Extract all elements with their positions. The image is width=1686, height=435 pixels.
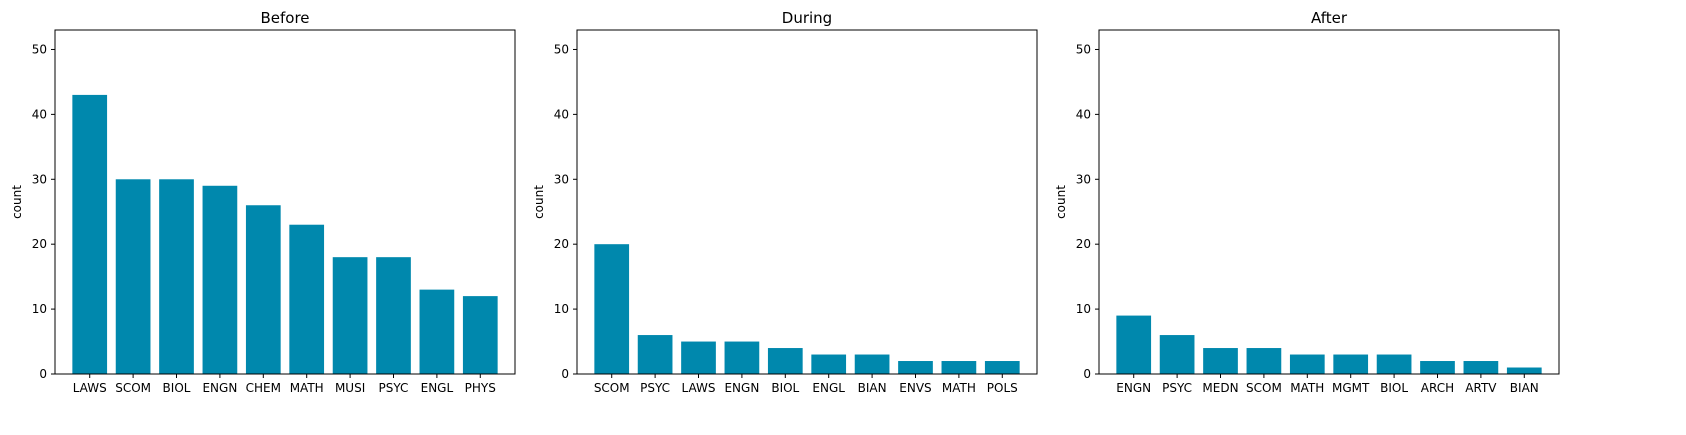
x-tick-label-engl: ENGL: [421, 381, 454, 395]
bar-scom: [1246, 348, 1282, 374]
bar-mgmt: [1333, 354, 1369, 374]
x-tick-label-engn: ENGN: [1116, 381, 1151, 395]
bar-psyc: [1159, 335, 1195, 374]
x-tick-label-artv: ARTV: [1465, 381, 1497, 395]
bar-biol: [159, 179, 194, 374]
bar-artv: [1463, 361, 1499, 374]
chart-panel-1: During 0 10 20 30 40 50 SCOM PSYC LAWS ENGN BIOL ENG…: [532, 9, 1038, 395]
y-tick-label: 30: [32, 172, 47, 186]
x-tick-label-math: MATH: [1290, 381, 1324, 395]
x-tick-label-envs: ENVS: [899, 381, 931, 395]
plot-frame: [54, 29, 516, 375]
x-tick-label-scom: SCOM: [115, 381, 151, 395]
x-tick-label-engn: ENGN: [202, 381, 237, 395]
bar-math: [1289, 354, 1325, 374]
bar-envs: [898, 361, 933, 374]
x-tick-label-engn: ENGN: [724, 381, 759, 395]
y-tick-label: 10: [32, 302, 47, 316]
x-tick-label-bian: BIAN: [1510, 381, 1539, 395]
chart-title: Before: [260, 9, 309, 27]
x-tick-label-biol: BIOL: [1380, 381, 1408, 395]
x-tick-label-psyc: PSYC: [1162, 381, 1192, 395]
bar-phys: [462, 296, 498, 374]
x-tick-label-math: MATH: [942, 381, 976, 395]
x-tick-label-chem: CHEM: [246, 381, 281, 395]
y-tick-label: 50: [554, 42, 569, 56]
bar-psyc: [376, 257, 411, 374]
bar-bian: [854, 354, 890, 374]
bar-chem: [245, 205, 281, 374]
x-tick-label-math: MATH: [290, 381, 324, 395]
chart-title: During: [782, 9, 832, 27]
x-tick-label-mgmt: MGMT: [1332, 381, 1370, 395]
bar-pols: [984, 361, 1020, 374]
bar-engn: [724, 341, 760, 374]
y-tick-label: 50: [1076, 42, 1091, 56]
bar-engn: [202, 185, 238, 374]
x-tick-label-medn: MEDN: [1202, 381, 1238, 395]
y-tick-label: 10: [554, 302, 569, 316]
x-tick-label-engl: ENGL: [812, 381, 845, 395]
x-tick-label-arch: ARCH: [1421, 381, 1454, 395]
y-axis-label: count: [1054, 185, 1068, 219]
x-tick-label-bian: BIAN: [858, 381, 887, 395]
x-tick-label-psyc: PSYC: [640, 381, 670, 395]
bar-engl: [419, 289, 455, 374]
x-tick-label-psyc: PSYC: [379, 381, 409, 395]
y-tick-label: 0: [561, 367, 569, 381]
x-tick-label-biol: BIOL: [163, 381, 191, 395]
y-tick-label: 20: [1076, 237, 1091, 251]
bar-laws: [681, 341, 716, 374]
bar-laws: [72, 94, 108, 374]
chart-panel-0: Before 0 10 20 30 40 50 LAWS SCOM BIOL ENGN CHEM MAT…: [10, 9, 516, 395]
y-tick-label: 30: [554, 172, 569, 186]
plot-frame: [1098, 29, 1560, 375]
bar-musi: [332, 257, 368, 374]
y-tick-label: 20: [32, 237, 47, 251]
x-tick-label-pols: POLS: [987, 381, 1018, 395]
x-tick-label-biol: BIOL: [771, 381, 799, 395]
y-tick-label: 50: [32, 42, 47, 56]
x-tick-label-musi: MUSI: [335, 381, 365, 395]
y-axis-label: count: [532, 185, 546, 219]
bar-biol: [1376, 354, 1412, 374]
y-tick-label: 20: [554, 237, 569, 251]
bar-math: [289, 224, 325, 374]
y-tick-label: 10: [1076, 302, 1091, 316]
bar-engl: [811, 354, 847, 374]
x-tick-label-scom: SCOM: [594, 381, 630, 395]
y-tick-label: 40: [1076, 107, 1091, 121]
bar-math: [941, 361, 977, 374]
bar-psyc: [637, 335, 673, 374]
plot-frame: [576, 29, 1038, 375]
chart-panel-2: After 0 10 20 30 40 50 ENGN PSYC MEDN SCOM MATH MGMT…: [1054, 9, 1560, 395]
chart-title: After: [1311, 9, 1348, 27]
x-tick-label-scom: SCOM: [1246, 381, 1282, 395]
y-tick-label: 0: [1083, 367, 1091, 381]
bar-engn: [1116, 315, 1152, 374]
y-tick-label: 40: [554, 107, 569, 121]
bar-biol: [767, 348, 803, 374]
y-axis-label: count: [10, 185, 24, 219]
bar-bian: [1506, 367, 1542, 374]
y-tick-label: 40: [32, 107, 47, 121]
x-tick-label-phys: PHYS: [465, 381, 496, 395]
x-tick-label-laws: LAWS: [73, 381, 107, 395]
x-tick-label-laws: LAWS: [682, 381, 716, 395]
bar-medn: [1203, 348, 1238, 374]
bar-scom: [594, 244, 630, 374]
y-tick-label: 30: [1076, 172, 1091, 186]
bar-scom: [115, 179, 151, 374]
bar-arch: [1420, 361, 1455, 374]
y-tick-label: 0: [39, 367, 47, 381]
